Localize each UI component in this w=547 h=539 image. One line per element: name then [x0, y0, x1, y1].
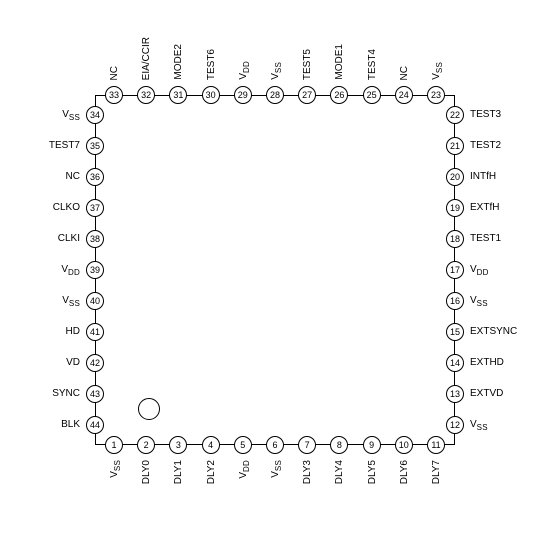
pin-label-39: VDD	[61, 264, 80, 277]
pin-label-38: CLKI	[58, 233, 80, 244]
pin-42: 42	[86, 354, 104, 372]
pin-13: 13	[446, 385, 464, 403]
pin-label-21: TEST2	[470, 140, 501, 151]
pin-3: 3	[169, 436, 187, 454]
pin-17: 17	[446, 261, 464, 279]
pin-19: 19	[446, 199, 464, 217]
pin-11: 11	[427, 436, 445, 454]
pin-label-28: VSS	[270, 62, 283, 80]
pin-30: 30	[202, 86, 220, 104]
pin-8: 8	[330, 436, 348, 454]
pin-37: 37	[86, 199, 104, 217]
pin-1: 1	[105, 436, 123, 454]
pin-label-10: DLY6	[399, 460, 410, 484]
pin-22: 22	[446, 106, 464, 124]
pin-label-18: TEST1	[470, 233, 501, 244]
pin-label-2: DLY0	[141, 460, 152, 484]
pin-label-15: EXTSYNC	[470, 326, 517, 337]
pin-label-30: TEST6	[206, 49, 217, 80]
pin-9: 9	[363, 436, 381, 454]
pin-label-42: VD	[66, 357, 80, 368]
pin-label-43: SYNC	[52, 388, 80, 399]
pin-label-11: DLY7	[431, 460, 442, 484]
pin-39: 39	[86, 261, 104, 279]
pin-35: 35	[86, 137, 104, 155]
pin-label-44: BLK	[61, 419, 80, 430]
pin-36: 36	[86, 168, 104, 186]
pin-6: 6	[266, 436, 284, 454]
pin-21: 21	[446, 137, 464, 155]
pin-label-36: NC	[66, 171, 80, 182]
pin-24: 24	[395, 86, 413, 104]
pin-2: 2	[137, 436, 155, 454]
pin-34: 34	[86, 106, 104, 124]
pin-4: 4	[202, 436, 220, 454]
pin-label-5: VDD	[238, 460, 251, 479]
pin-12: 12	[446, 416, 464, 434]
pin-33: 33	[105, 86, 123, 104]
pin-label-7: DLY3	[302, 460, 313, 484]
pin-38: 38	[86, 230, 104, 248]
pin-label-26: MODE1	[334, 44, 345, 80]
pin-label-35: TEST7	[49, 140, 80, 151]
pin-label-12: VSS	[470, 419, 488, 432]
pin-label-31: MODE2	[173, 44, 184, 80]
pin-label-25: TEST4	[367, 49, 378, 80]
pin-5: 5	[234, 436, 252, 454]
pin-label-16: VSS	[470, 295, 488, 308]
pin-label-34: VSS	[62, 109, 80, 122]
pin-16: 16	[446, 292, 464, 310]
pin-label-14: EXTHD	[470, 357, 504, 368]
pin-10: 10	[395, 436, 413, 454]
pin-label-6: VSS	[270, 460, 283, 478]
pin-40: 40	[86, 292, 104, 310]
pin-44: 44	[86, 416, 104, 434]
pin-14: 14	[446, 354, 464, 372]
pin-label-23: VSS	[431, 62, 444, 80]
pin-label-17: VDD	[470, 264, 489, 277]
pin-20: 20	[446, 168, 464, 186]
pin-label-19: EXTfH	[470, 202, 499, 213]
pinout-diagram: 1 VSS 2 DLY0 3 DLY1 4 DLY2 5 VDD 6 VSS 7 DLY3 8 DLY4 9 DL…	[0, 0, 547, 539]
pin-label-4: DLY2	[206, 460, 217, 484]
chip-body	[95, 95, 455, 445]
pin-41: 41	[86, 323, 104, 341]
pin-label-13: EXTVD	[470, 388, 503, 399]
pin-label-22: TEST3	[470, 109, 501, 120]
pin-label-24: NC	[399, 66, 410, 80]
pin-28: 28	[266, 86, 284, 104]
pin-15: 15	[446, 323, 464, 341]
pin-18: 18	[446, 230, 464, 248]
pin-label-8: DLY4	[334, 460, 345, 484]
orientation-mark	[138, 398, 160, 420]
pin-label-3: DLY1	[173, 460, 184, 484]
pin-label-20: INTfH	[470, 171, 496, 182]
pin-label-1: VSS	[109, 460, 122, 478]
pin-25: 25	[363, 86, 381, 104]
pin-43: 43	[86, 385, 104, 403]
pin-23: 23	[427, 86, 445, 104]
pin-label-9: DLY5	[367, 460, 378, 484]
pin-29: 29	[234, 86, 252, 104]
pin-label-33: NC	[109, 66, 120, 80]
pin-label-32: EIA/CCIR	[141, 37, 152, 80]
pin-label-40: VSS	[62, 295, 80, 308]
pin-label-37: CLKO	[53, 202, 80, 213]
pin-7: 7	[298, 436, 316, 454]
pin-label-27: TEST5	[302, 49, 313, 80]
pin-label-29: VDD	[238, 61, 251, 80]
pin-label-41: HD	[66, 326, 80, 337]
